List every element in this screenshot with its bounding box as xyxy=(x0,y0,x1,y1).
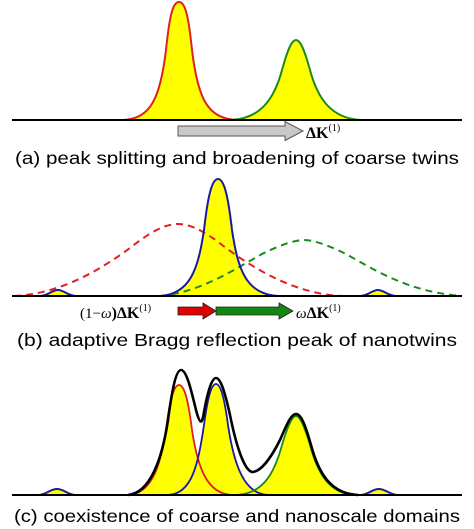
panel-b-left-label-sup: (1) xyxy=(139,303,151,314)
panel-b-left-small-peak-outline xyxy=(39,288,77,297)
panel-b-central-peak-fill xyxy=(160,179,278,296)
panel-b-right-label-sup: (1) xyxy=(329,303,341,314)
panel-a: ΔK(1) (a) peak splitting and broadening … xyxy=(12,0,462,168)
panel-c-left-small-peak-fill xyxy=(38,489,76,495)
panel-c-right-small-peak-outline xyxy=(359,487,399,496)
panel-c-blue-peak-fill xyxy=(168,384,268,495)
panel-a-red-peak-fill xyxy=(124,2,236,120)
panel-b-left-label-prefix: (1− xyxy=(80,306,101,322)
panel-b-central-peak-outline xyxy=(159,177,279,297)
panel-b-left-arrow-label: (1−ω)ΔK(1) xyxy=(80,303,151,322)
panel-a-green-peak-outline xyxy=(231,38,361,121)
panel-b-right-small-peak-fill xyxy=(360,290,396,296)
panel-a-red-peak-outline xyxy=(123,0,237,121)
panel-a-caption: (a) peak splitting and broadening of coa… xyxy=(15,148,459,168)
panel-b-right-small-peak-outline xyxy=(359,288,397,297)
panel-c-caption: (c) coexistence of coarse and nanoscale … xyxy=(14,506,460,526)
panel-c-sum-envelope xyxy=(127,368,359,497)
panel-c-green-peak-fill xyxy=(236,416,356,495)
panel-c: (c) coexistence of coarse and nanoscale … xyxy=(12,368,462,526)
panel-c-right-small-peak-fill xyxy=(360,489,398,495)
panel-b-red-dashed-peak xyxy=(13,222,343,297)
panel-c-left-small-peak-outline xyxy=(37,487,77,496)
panel-b: (1−ω)ΔK(1) ωΔK(1) (b) adaptive Bragg ref… xyxy=(12,177,463,350)
panel-b-left-label-omega: ω xyxy=(101,306,112,322)
panel-a-arrow-label-sup: (1) xyxy=(328,123,340,134)
panel-b-right-label-main: ΔK xyxy=(307,305,330,322)
panel-a-arrow-label: ΔK(1) xyxy=(306,123,340,142)
panel-c-red-peak-fill xyxy=(128,385,232,495)
panel-b-right-label-omega: ω xyxy=(296,306,307,322)
panel-b-left-small-peak-fill xyxy=(40,290,76,296)
panel-b-green-arrow xyxy=(215,302,294,320)
panel-a-arrow-label-main: ΔK xyxy=(306,125,329,142)
panel-b-left-label-suffix: )ΔK xyxy=(112,305,140,322)
panel-b-caption: (b) adaptive Bragg reflection peak of na… xyxy=(17,330,457,350)
panel-a-green-peak-fill xyxy=(232,40,360,120)
panel-b-red-arrow xyxy=(177,302,217,320)
panel-a-gray-arrow xyxy=(177,120,305,142)
panel-c-blue-peak-outline xyxy=(167,383,269,496)
panel-b-right-arrow-label: ωΔK(1) xyxy=(296,303,341,322)
